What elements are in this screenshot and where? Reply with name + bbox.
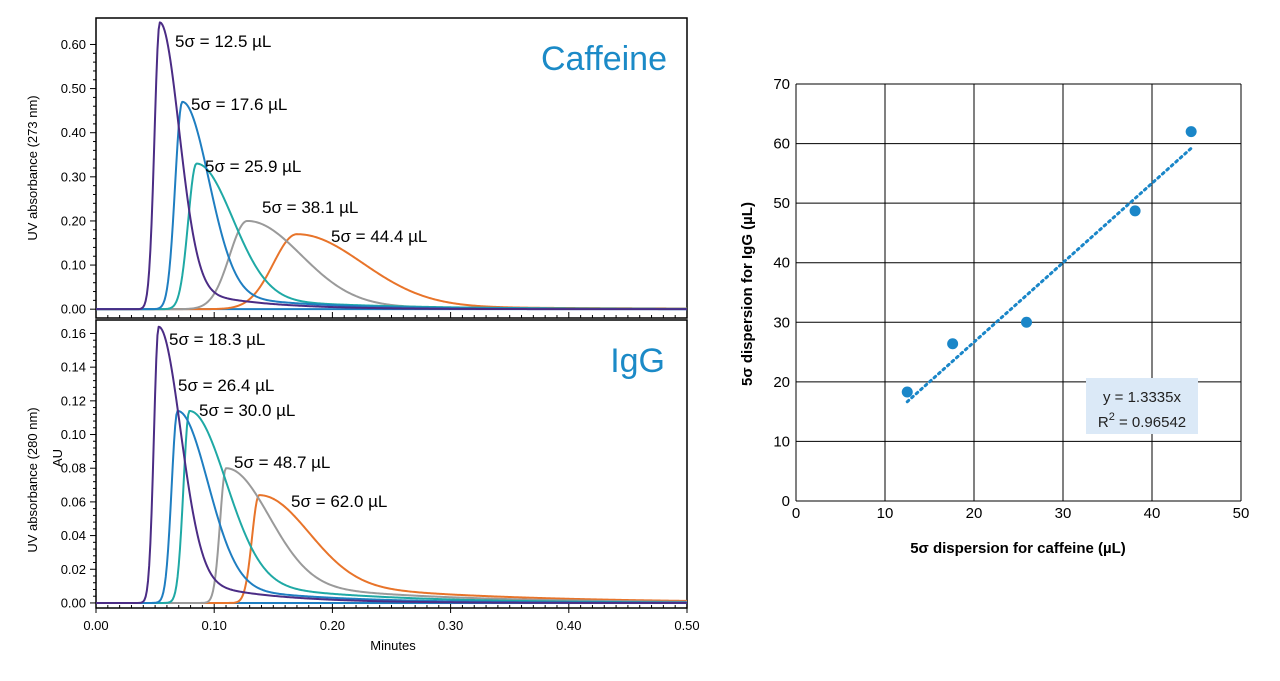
igg-peak-curve: [96, 325, 687, 604]
igg-x-tick-label: 0.20: [320, 618, 345, 633]
caffeine-y-tick-label: 0.50: [61, 81, 86, 96]
caffeine-y-tick-label: 0.20: [61, 213, 86, 228]
igg-peak-curve: [96, 494, 688, 604]
scatter-x-ticks: 0 10 20 30 40 50: [792, 505, 1250, 522]
igg-x-tick-label: 0.00: [83, 618, 108, 633]
caffeine-peak-label: 5σ = 38.1 µL: [262, 198, 358, 217]
igg-peak-label: 5σ = 18.3 µL: [169, 330, 265, 349]
r-squared-label: R2 = 0.96542: [1098, 411, 1186, 431]
caffeine-y-axis-label: UV absorbance (273 nm): [25, 95, 40, 240]
equation-box: [1086, 378, 1198, 434]
igg-y-tick-label: 0.16: [61, 326, 86, 341]
igg-panel: 0.00 0.02 0.04 0.06 0.08 0.10 0.12 0.14 0.16 0.0…: [25, 319, 700, 653]
igg-peak-curve: [96, 409, 687, 604]
scatter-grid: [795, 83, 1242, 502]
caffeine-y-tick-label: 0.40: [61, 125, 86, 140]
caffeine-y-ticks: 0.00 0.10 0.20 0.30 0.40 0.50 0.60: [61, 37, 688, 318]
scatter-y-tick-label: 20: [773, 374, 790, 391]
scatter-y-tick-label: 40: [773, 255, 790, 272]
scatter-y-tick-label: 0: [782, 493, 790, 510]
trend-equation: y = 1.3335x: [1103, 389, 1181, 406]
scatter-point: [947, 338, 959, 350]
caffeine-y-tick-label: 0.00: [61, 302, 86, 317]
igg-x-axis-label: Minutes: [370, 638, 416, 653]
igg-peak-curve: [96, 409, 687, 604]
igg-x-tick-label: 0.30: [438, 618, 463, 633]
scatter-points: [901, 126, 1197, 398]
scatter-x-tick-label: 20: [966, 505, 983, 522]
scatter-y-axis-label: 5σ dispersion for IgG (µL): [739, 202, 756, 386]
caffeine-peak-labels: 5σ = 12.5 µL 5σ = 17.6 µL 5σ = 25.9 µL 5σ =…: [175, 32, 427, 246]
scatter-point: [1185, 126, 1197, 138]
scatter-x-tick-label: 10: [877, 505, 894, 522]
caffeine-peak-curve: [96, 100, 688, 311]
igg-y-tick-label: 0.08: [61, 461, 86, 476]
caffeine-y-tick-label: 0.60: [61, 37, 86, 52]
scatter-y-tick-label: 30: [773, 314, 790, 331]
scatter-y-tick-label: 60: [773, 136, 790, 153]
igg-x-tick-label: 0.10: [202, 618, 227, 633]
igg-x-tick-label: 0.50: [674, 618, 699, 633]
igg-y-tick-label: 0.12: [61, 393, 86, 408]
caffeine-title: Caffeine: [541, 40, 667, 78]
igg-y-axis-label: UV absorbance (280 nm): [25, 407, 40, 552]
igg-peak-label: 5σ = 62.0 µL: [291, 492, 387, 511]
caffeine-panel: 0.00 0.10 0.20 0.30 0.40 0.50 0.60 5σ = 12.5 µ…: [25, 17, 688, 319]
scatter-x-tick-label: 40: [1144, 505, 1161, 522]
scatter-y-tick-label: 70: [773, 76, 790, 93]
scatter-y-ticks: 0 10 20 30 40 50 60 70: [773, 76, 790, 510]
caffeine-peak-label: 5σ = 44.4 µL: [331, 227, 427, 246]
igg-y-tick-label: 0.02: [61, 562, 86, 577]
igg-x-ticks: 0.00 0.10 0.20 0.30 0.40 0.50: [83, 602, 700, 633]
igg-peak-curve: [96, 467, 688, 604]
igg-y-tick-label: 0.00: [61, 595, 86, 610]
r-squared-prefix: R: [1098, 414, 1109, 431]
igg-y-tick-label: 0.14: [61, 360, 86, 375]
igg-x-tick-label: 0.40: [556, 618, 581, 633]
igg-peak-labels: 5σ = 18.3 µL 5σ = 26.4 µL 5σ = 30.0 µL 5σ =…: [169, 330, 387, 511]
scatter-point: [1021, 316, 1033, 328]
caffeine-peak-label: 5σ = 25.9 µL: [205, 157, 301, 176]
igg-peak-label: 5σ = 26.4 µL: [178, 376, 274, 395]
caffeine-y-tick-label: 0.10: [61, 258, 86, 273]
igg-y-ticks: 0.00 0.02 0.04 0.06 0.08 0.10 0.12 0.14 0.16: [61, 326, 96, 610]
scatter-point: [1129, 205, 1141, 217]
scatter-x-tick-label: 50: [1233, 505, 1250, 522]
caffeine-peak-label: 5σ = 12.5 µL: [175, 32, 271, 51]
scatter-x-axis-label: 5σ dispersion for caffeine (µL): [910, 540, 1126, 557]
igg-y-axis-unit: AU: [50, 449, 65, 467]
caffeine-peak-curve: [96, 21, 687, 311]
igg-y-tick-label: 0.04: [61, 528, 86, 543]
igg-title: IgG: [610, 342, 665, 380]
r-squared-value: = 0.96542: [1115, 414, 1186, 431]
scatter-x-tick-label: 0: [792, 505, 800, 522]
scatter-y-tick-label: 50: [773, 195, 790, 212]
scatter-x-tick-label: 30: [1055, 505, 1072, 522]
scatter-y-tick-label: 10: [773, 433, 790, 450]
igg-curves: [96, 325, 688, 604]
igg-y-tick-label: 0.10: [61, 427, 86, 442]
r-squared-superscript: 2: [1109, 411, 1115, 423]
caffeine-y-tick-label: 0.30: [61, 169, 86, 184]
scatter-trendline: [905, 146, 1193, 404]
igg-y-tick-label: 0.06: [61, 494, 86, 509]
caffeine-peak-label: 5σ = 17.6 µL: [191, 95, 287, 114]
scatter-point: [901, 386, 913, 398]
igg-peak-label: 5σ = 30.0 µL: [199, 401, 295, 420]
caffeine-curves: [96, 21, 688, 311]
igg-peak-label: 5σ = 48.7 µL: [234, 453, 330, 472]
